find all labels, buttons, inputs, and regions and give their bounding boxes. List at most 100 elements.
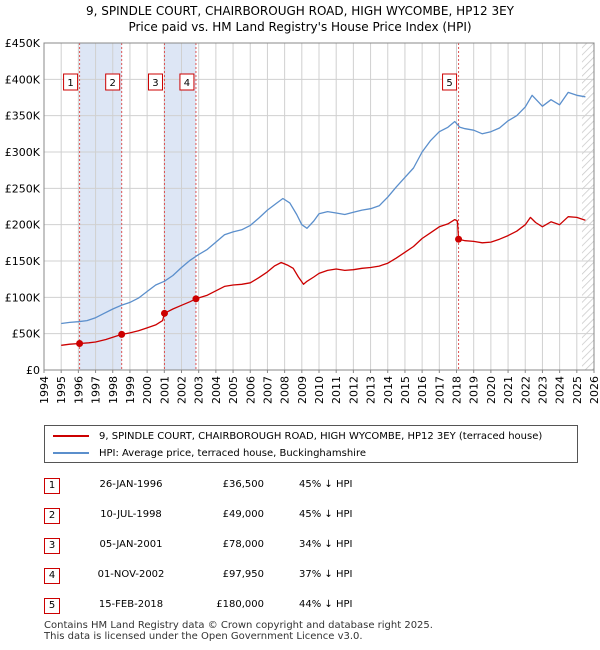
table-row: 2 10-JUL-1998 £49,000 45% ↓ HPI xyxy=(44,505,444,535)
x-tick-label: 2004 xyxy=(210,376,223,404)
transaction-hpi-diff: 44% ↓ HPI xyxy=(299,599,353,610)
x-tick-label: 2011 xyxy=(330,376,343,404)
transaction-date: 10-JUL-1998 xyxy=(100,509,162,520)
sale-number-box xyxy=(179,73,195,91)
x-tick-label: 2019 xyxy=(468,376,481,404)
x-tick-label: 2012 xyxy=(347,376,360,404)
y-tick-label: £0 xyxy=(26,364,40,377)
transaction-price: £97,950 xyxy=(222,569,264,580)
sale-number-label: 4 xyxy=(184,78,190,89)
sale-number-box xyxy=(105,73,121,91)
sale-point xyxy=(118,330,126,338)
legend-swatch-price xyxy=(53,435,89,437)
footer-line-2: This data is licensed under the Open Gov… xyxy=(44,631,363,642)
x-tick-label: 2017 xyxy=(433,376,446,404)
transactions-table: 1 26-JAN-1996 £36,500 45% ↓ HPI 2 10-JUL… xyxy=(44,475,444,625)
x-tick-label: 2013 xyxy=(365,376,378,404)
sale-point xyxy=(455,235,463,243)
legend-item-price: 9, SPINDLE COURT, CHAIRBOROUGH ROAD, HIG… xyxy=(53,428,542,444)
transaction-number: 2 xyxy=(44,508,60,524)
x-tick-label: 2001 xyxy=(158,376,171,404)
sale-number-box xyxy=(63,73,79,91)
x-tick-label: 1999 xyxy=(124,376,137,404)
table-row: 5 15-FEB-2018 £180,000 44% ↓ HPI xyxy=(44,595,444,625)
legend-label-price: 9, SPINDLE COURT, CHAIRBOROUGH ROAD, HIG… xyxy=(99,430,543,442)
table-row: 3 05-JAN-2001 £78,000 34% ↓ HPI xyxy=(44,535,444,565)
transaction-number: 4 xyxy=(44,568,60,584)
x-tick-label: 2015 xyxy=(399,376,412,404)
sale-number-label: 2 xyxy=(110,78,116,89)
transaction-number: 1 xyxy=(44,478,60,494)
sale-point xyxy=(76,339,84,347)
legend-label-hpi: HPI: Average price, terraced house, Buck… xyxy=(99,447,367,459)
x-tick-label: 2008 xyxy=(279,376,292,404)
x-tick-label: 2026 xyxy=(588,376,600,404)
transaction-hpi-diff: 34% ↓ HPI xyxy=(299,539,353,550)
y-tick-label: £100K xyxy=(5,291,41,304)
price-chart: 1 2 3 4 5 £0 £50K £100K £150K £200K £250K £300K £35… xyxy=(5,37,600,404)
y-tick-label: £450K xyxy=(5,37,41,50)
x-tick-label: 2022 xyxy=(519,376,532,404)
sale-point xyxy=(192,295,200,303)
sale-point xyxy=(160,309,168,317)
x-tick-label: 2020 xyxy=(485,376,498,404)
sale-number-label: 3 xyxy=(152,78,158,89)
x-tick-label: 1995 xyxy=(55,376,68,404)
title-line-2: Price paid vs. HM Land Registry's House … xyxy=(128,20,472,34)
y-tick-label: £50K xyxy=(12,328,41,341)
sale-number-box xyxy=(147,73,163,91)
transaction-hpi-diff: 45% ↓ HPI xyxy=(299,479,353,490)
transaction-hpi-diff: 37% ↓ HPI xyxy=(299,569,353,580)
x-tick-label: 2018 xyxy=(451,376,464,404)
y-tick-label: £250K xyxy=(5,182,41,195)
x-tick-label: 2009 xyxy=(296,376,309,404)
x-tick-label: 2006 xyxy=(244,376,257,404)
y-tick-label: £400K xyxy=(5,73,41,86)
sale-number-label: 5 xyxy=(446,78,452,89)
transaction-price: £49,000 xyxy=(222,509,264,520)
transaction-number: 5 xyxy=(44,598,60,614)
x-tick-label: 2003 xyxy=(193,376,206,404)
x-tick-label: 2007 xyxy=(261,376,274,404)
transaction-number: 3 xyxy=(44,538,60,554)
x-tick-label: 2025 xyxy=(571,376,584,404)
transaction-date: 26-JAN-1996 xyxy=(99,479,163,490)
x-tick-label: 1996 xyxy=(72,376,85,404)
price-paid-line xyxy=(61,216,586,346)
table-row: 4 01-NOV-2002 £97,950 37% ↓ HPI xyxy=(44,565,444,595)
forecast-hatch-area xyxy=(581,43,594,370)
x-tick-label: 2016 xyxy=(416,376,429,404)
y-tick-label: £300K xyxy=(5,146,41,159)
transaction-date: 05-JAN-2001 xyxy=(99,539,163,550)
transaction-price: £78,000 xyxy=(222,539,264,550)
x-tick-label: 1997 xyxy=(90,376,103,404)
y-tick-label: £350K xyxy=(5,110,41,123)
hpi-line xyxy=(61,91,586,325)
chart-title: 9, SPINDLE COURT, CHAIRBOROUGH ROAD, HIG… xyxy=(0,3,600,35)
x-tick-label: 1998 xyxy=(107,376,120,404)
x-tick-label: 1994 xyxy=(38,376,51,404)
transaction-hpi-diff: 45% ↓ HPI xyxy=(299,509,353,520)
title-line-1: 9, SPINDLE COURT, CHAIRBOROUGH ROAD, HIG… xyxy=(85,4,515,18)
transaction-date: 15-FEB-2018 xyxy=(98,599,164,610)
sale-number-box xyxy=(442,73,458,91)
legend-swatch-hpi xyxy=(53,452,89,454)
x-tick-label: 2010 xyxy=(313,376,326,404)
footer-line-1: Contains HM Land Registry data © Crown c… xyxy=(44,620,433,631)
transaction-price: £180,000 xyxy=(216,599,264,610)
y-tick-label: £200K xyxy=(5,219,41,232)
chart-legend: 9, SPINDLE COURT, CHAIRBOROUGH ROAD, HIG… xyxy=(44,425,578,463)
x-tick-label: 2002 xyxy=(176,376,189,404)
sale-number-label: 1 xyxy=(67,78,73,89)
x-tick-label: 2024 xyxy=(554,376,567,404)
transaction-price: £36,500 xyxy=(222,479,264,490)
x-tick-label: 2000 xyxy=(141,376,154,404)
legend-item-hpi: HPI: Average price, terraced house, Buck… xyxy=(53,445,366,461)
x-tick-label: 2014 xyxy=(382,376,395,404)
table-row: 1 26-JAN-1996 £36,500 45% ↓ HPI xyxy=(44,475,444,505)
x-tick-label: 2021 xyxy=(502,376,515,404)
shaded-period xyxy=(164,43,196,370)
footer-attribution: Contains HM Land Registry data © Crown c… xyxy=(44,620,433,642)
x-tick-label: 2023 xyxy=(536,376,549,404)
x-tick-label: 2005 xyxy=(227,376,240,404)
